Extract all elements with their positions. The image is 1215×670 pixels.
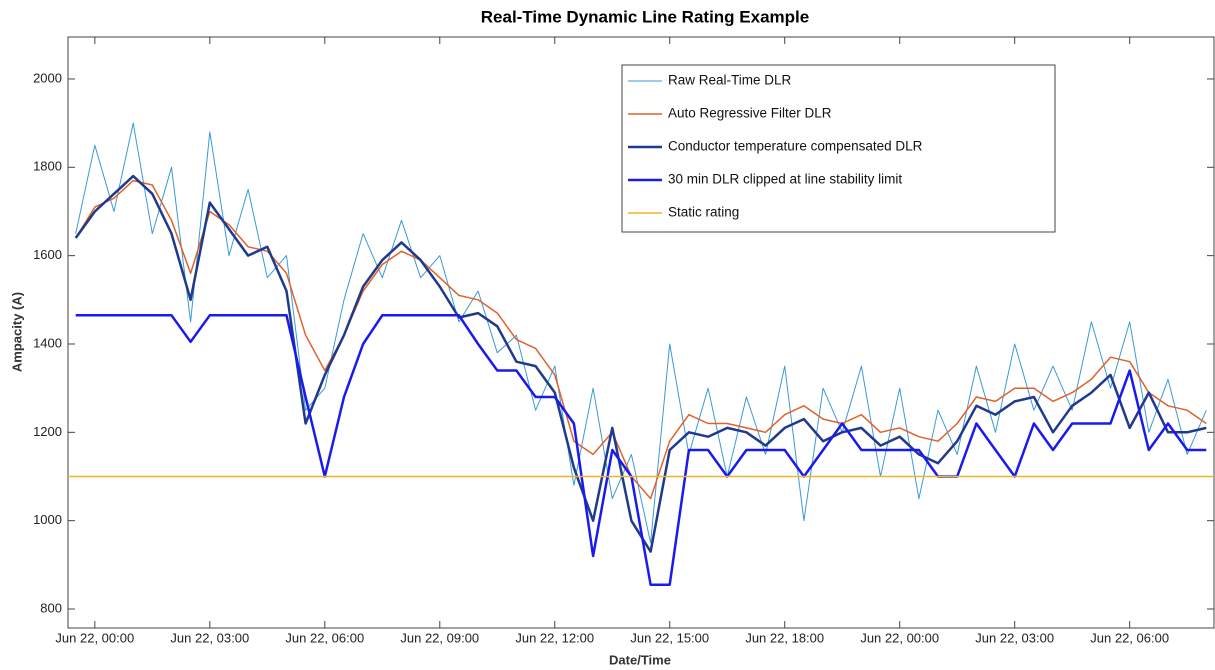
series-line xyxy=(75,314,1207,586)
legend-label: Raw Real-Time DLR xyxy=(668,73,792,88)
legend-label: Static rating xyxy=(668,205,739,220)
y-tick-label: 2000 xyxy=(33,70,62,85)
x-tick-label: Jun 22, 03:00 xyxy=(170,630,249,645)
y-tick-label: 800 xyxy=(40,600,62,615)
x-tick-label: Jun 22, 03:00 xyxy=(975,630,1054,645)
x-tick-label: Jun 22, 06:00 xyxy=(285,630,364,645)
x-tick-label: Jun 22, 18:00 xyxy=(745,630,824,645)
x-tick-label: Jun 22, 00:00 xyxy=(55,630,134,645)
x-tick-label: Jun 22, 12:00 xyxy=(515,630,594,645)
legend-label: Auto Regressive Filter DLR xyxy=(668,106,832,121)
series-line xyxy=(75,122,1207,544)
chart-title: Real-Time Dynamic Line Rating Example xyxy=(481,7,809,26)
series-line xyxy=(75,179,1207,500)
x-axis-title: Date/Time xyxy=(609,652,671,667)
x-tick-label: Jun 22, 06:00 xyxy=(1090,630,1169,645)
legend-label: 30 min DLR clipped at line stability lim… xyxy=(668,172,902,187)
y-axis-title: Ampacity (A) xyxy=(9,292,24,372)
y-tick-label: 1200 xyxy=(33,424,62,439)
x-tick-label: Jun 22, 00:00 xyxy=(860,630,939,645)
y-tick-label: 1000 xyxy=(33,512,62,527)
legend-label: Conductor temperature compensated DLR xyxy=(668,139,923,154)
y-tick-label: 1400 xyxy=(33,335,62,350)
x-tick-label: Jun 22, 09:00 xyxy=(400,630,479,645)
y-tick-label: 1800 xyxy=(33,159,62,174)
x-tick-label: Jun 22, 15:00 xyxy=(630,630,709,645)
y-tick-label: 1600 xyxy=(33,247,62,262)
legend-box xyxy=(621,64,1056,233)
